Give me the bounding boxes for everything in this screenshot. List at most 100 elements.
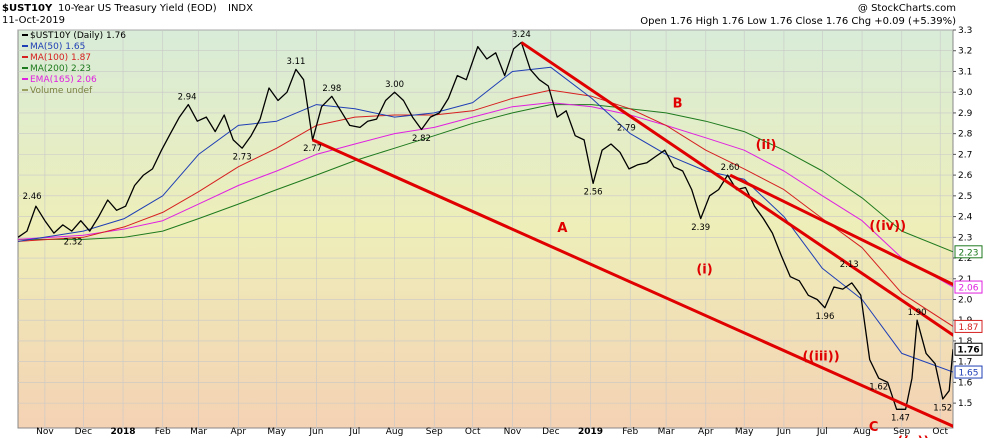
- x-tick-label: Feb: [155, 427, 171, 437]
- y-tick-label: 2.0: [958, 295, 973, 305]
- value-label: 3.00: [385, 80, 404, 90]
- last-value-label: 2.06: [958, 284, 978, 294]
- legend-entry: Volume undef: [30, 86, 93, 96]
- y-tick-label: 1.5: [958, 399, 972, 409]
- value-label: 1.90: [908, 308, 927, 318]
- value-label: 1.52: [933, 403, 952, 413]
- x-tick-label: Sep: [426, 427, 443, 437]
- x-axis: Nov Dec 2018 Feb Mar Apr May Jun Jul Aug Sep Oct Nov…: [36, 427, 948, 437]
- chart-symbol: $UST10Y: [2, 3, 53, 14]
- x-tick-label: Sep: [893, 427, 910, 437]
- y-tick-label: 2.7: [958, 150, 972, 160]
- last-value-label: 1.76: [957, 346, 979, 356]
- y-tick-label: 2.8: [958, 130, 973, 140]
- series-line-price: [18, 41, 953, 410]
- last-value-tags: 2.23 2.06 1.87 1.76 1.65: [954, 245, 983, 379]
- chart-exchange: INDX: [228, 3, 253, 14]
- chart-date: 11-Oct-2019: [2, 15, 65, 26]
- y-tick-label: 3.3: [958, 26, 972, 36]
- last-value-box: [954, 342, 983, 356]
- value-labels: 2.46 2.32 2.94 2.73 3.11 2.77 2.98 3.00 2.82 3.24…: [23, 30, 953, 423]
- y-tick-label: 1.7: [958, 358, 972, 368]
- wave-label: C: [869, 420, 879, 435]
- value-label: 2.79: [617, 123, 636, 133]
- y-tick-label: 2.5: [958, 192, 972, 202]
- trendline: [729, 173, 953, 287]
- value-label: 2.73: [233, 152, 252, 162]
- y-tick-label: 2.3: [958, 233, 972, 243]
- x-tick-label: Dec: [75, 427, 92, 437]
- wave-label: ((iv)): [869, 219, 906, 234]
- wave-label: (i): [696, 262, 712, 277]
- last-value-label: 2.23: [958, 248, 978, 258]
- x-tick-label: 2019: [578, 427, 603, 437]
- x-tick-label: Feb: [622, 427, 638, 437]
- value-label: 2.56: [584, 188, 603, 198]
- x-tick-label: Nov: [504, 427, 522, 437]
- legend-entry: EMA(165) 2.06: [30, 75, 97, 85]
- value-label: 2.94: [178, 92, 197, 102]
- value-label: 2.13: [840, 260, 859, 270]
- x-tick-label: Dec: [542, 427, 559, 437]
- value-label: 2.32: [64, 237, 83, 247]
- last-value-label: 1.87: [958, 323, 978, 333]
- x-tick-label: Nov: [36, 427, 54, 437]
- x-tick-label: Jul: [816, 427, 828, 437]
- x-tick-label: Apr: [698, 427, 714, 437]
- x-tick-label: Mar: [190, 427, 207, 437]
- series-group: [18, 41, 953, 410]
- wave-label: ((iii)): [803, 349, 840, 364]
- wave-annotations: A B (i) (ii) ((iii)) ((iv)) C ((v)): [557, 97, 929, 438]
- legend-entry: MA(50) 1.65: [30, 42, 85, 52]
- trendline: [520, 41, 953, 337]
- x-tick-label: Oct: [465, 427, 481, 437]
- wave-label: (ii): [756, 138, 777, 153]
- legend-entry: MA(200) 2.23: [30, 64, 91, 74]
- x-tick-label: Aug: [386, 427, 404, 437]
- watermark: @ StockCharts.com: [858, 3, 956, 14]
- last-value-box: [954, 245, 983, 259]
- series-line-ema165: [18, 102, 953, 288]
- value-label: 3.11: [286, 57, 305, 67]
- x-tick-label: Mar: [658, 427, 675, 437]
- value-label: 2.82: [412, 134, 431, 144]
- value-label: 2.77: [303, 144, 322, 154]
- y-tick-label: 2.2: [958, 254, 972, 264]
- y-tick-label: 2.9: [958, 109, 973, 119]
- x-tick-label: Jun: [776, 427, 791, 437]
- last-value-box: [954, 365, 983, 379]
- x-tick-label: May: [735, 427, 754, 437]
- y-tick-label: 2.6: [958, 171, 973, 181]
- value-label: 2.39: [691, 223, 710, 233]
- grid: [18, 29, 953, 428]
- value-label: 2.46: [23, 192, 42, 202]
- legend-entry: $UST10Y (Daily) 1.76: [30, 31, 126, 41]
- value-label: 1.62: [869, 383, 888, 393]
- series-line-ma200: [18, 104, 953, 253]
- trendline: [311, 138, 953, 428]
- y-tick-label: 1.6: [958, 378, 973, 388]
- x-tick-label: Apr: [231, 427, 247, 437]
- y-tick-label: 1.8: [958, 337, 973, 347]
- x-tick-label: Oct: [932, 427, 948, 437]
- x-tick-label: Aug: [853, 427, 871, 437]
- plot-area: [17, 29, 954, 429]
- last-value-label: 1.65: [958, 369, 978, 379]
- value-label: 1.47: [891, 414, 910, 424]
- x-tick-label: Jul: [348, 427, 360, 437]
- x-tick-label: May: [267, 427, 286, 437]
- trendlines: [311, 41, 953, 428]
- value-label: 3.24: [512, 30, 531, 40]
- series-line-ma100: [18, 89, 953, 327]
- legend-entry: MA(100) 1.87: [30, 53, 91, 63]
- x-tick-label: Jun: [308, 427, 323, 437]
- y-tick-label: 3.1: [958, 67, 972, 77]
- value-label: 1.96: [815, 312, 834, 322]
- x-tick-label: 2018: [110, 427, 135, 437]
- ohlc-readout: Open 1.76 High 1.76 Low 1.76 Close 1.76 …: [640, 16, 956, 27]
- wave-label: A: [557, 221, 567, 236]
- wave-label: ((v)): [897, 434, 929, 438]
- value-label: 2.98: [322, 84, 341, 94]
